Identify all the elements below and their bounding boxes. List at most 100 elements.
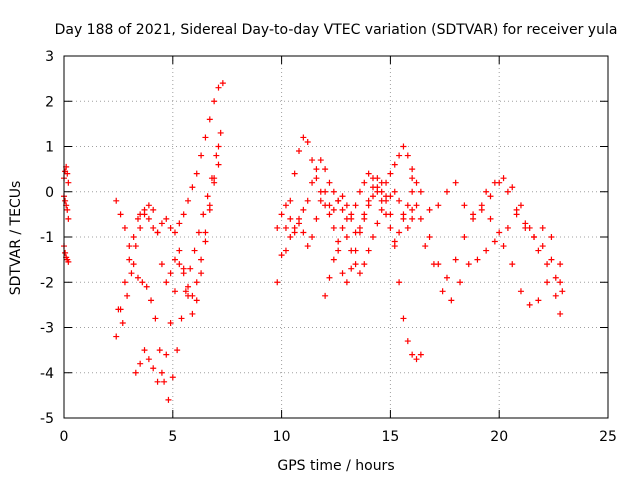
- data-point: [137, 360, 144, 367]
- data-point: [335, 247, 342, 254]
- data-point: [452, 179, 459, 186]
- data-point: [64, 206, 71, 213]
- data-point: [317, 157, 324, 164]
- data-point: [487, 215, 494, 222]
- data-point: [115, 306, 122, 313]
- data-point: [361, 215, 368, 222]
- data-point: [483, 188, 490, 195]
- data-point: [352, 202, 359, 209]
- data-point: [154, 378, 161, 385]
- data-point: [352, 261, 359, 268]
- data-point: [169, 374, 176, 381]
- data-point: [348, 211, 355, 218]
- data-point: [300, 206, 307, 213]
- data-point: [193, 297, 200, 304]
- data-point: [145, 202, 152, 209]
- data-point: [185, 292, 192, 299]
- data-point: [215, 84, 222, 91]
- data-point: [296, 215, 303, 222]
- data-point: [185, 283, 192, 290]
- data-point: [180, 265, 187, 272]
- series-arc-h: [274, 134, 424, 363]
- data-point: [309, 157, 316, 164]
- data-point: [219, 80, 226, 87]
- data-point: [443, 274, 450, 281]
- data-point: [322, 166, 329, 173]
- data-point: [145, 215, 152, 222]
- data-point: [296, 148, 303, 155]
- data-point: [557, 279, 564, 286]
- data-point: [387, 170, 394, 177]
- data-point: [426, 234, 433, 240]
- data-point: [500, 243, 507, 250]
- data-point: [452, 256, 459, 263]
- data-point: [400, 211, 407, 218]
- data-point: [202, 134, 209, 141]
- data-point: [158, 220, 165, 227]
- data-point: [121, 224, 128, 231]
- data-point: [143, 283, 150, 290]
- data-point: [404, 202, 411, 209]
- data-point: [409, 175, 416, 182]
- data-point: [435, 202, 442, 209]
- data-point: [287, 215, 294, 222]
- series-arc-f: [132, 161, 222, 385]
- data-point: [171, 256, 178, 263]
- data-point: [439, 288, 446, 295]
- data-point: [134, 215, 141, 222]
- data-point: [409, 351, 416, 358]
- data-point: [317, 197, 324, 204]
- data-point: [396, 229, 403, 236]
- data-point: [470, 215, 477, 222]
- y-tick-label: -3: [40, 321, 54, 337]
- series-arc-k: [322, 188, 420, 299]
- data-point: [158, 369, 165, 376]
- data-point: [539, 243, 546, 250]
- y-tick-label: -2: [40, 275, 54, 291]
- data-point: [132, 243, 139, 250]
- data-point: [217, 129, 224, 136]
- data-point: [387, 224, 394, 231]
- data-point: [326, 211, 333, 218]
- data-point: [274, 224, 281, 231]
- data-point: [330, 256, 337, 263]
- data-point: [383, 211, 390, 218]
- data-point: [287, 197, 294, 204]
- y-tick-label: 3: [45, 49, 54, 65]
- data-point: [461, 234, 468, 240]
- data-point: [189, 184, 196, 191]
- data-point: [326, 274, 333, 281]
- data-point: [313, 166, 320, 173]
- data-point: [163, 215, 170, 222]
- data-point: [304, 197, 311, 204]
- data-point: [132, 369, 139, 376]
- data-point: [130, 261, 137, 268]
- data-point: [400, 315, 407, 322]
- data-point: [322, 292, 329, 299]
- data-points: [61, 80, 566, 403]
- data-point: [174, 347, 181, 354]
- data-point: [361, 261, 368, 268]
- data-point: [343, 215, 350, 222]
- data-point: [134, 274, 141, 281]
- data-point: [176, 261, 183, 268]
- data-point: [474, 256, 481, 263]
- data-point: [413, 356, 420, 363]
- data-point: [150, 224, 157, 231]
- y-tick-label: -4: [40, 366, 54, 382]
- data-point: [156, 347, 163, 354]
- data-point: [304, 138, 311, 145]
- data-point: [361, 179, 368, 186]
- series-arc-g: [115, 143, 222, 326]
- data-point: [130, 234, 137, 240]
- data-point: [356, 270, 363, 277]
- data-point: [491, 238, 498, 245]
- data-point: [413, 179, 420, 186]
- x-tick-label: 10: [273, 429, 291, 445]
- data-point: [158, 261, 165, 268]
- data-point: [548, 234, 555, 240]
- data-point: [287, 234, 294, 240]
- data-point: [426, 206, 433, 213]
- data-point: [200, 211, 207, 218]
